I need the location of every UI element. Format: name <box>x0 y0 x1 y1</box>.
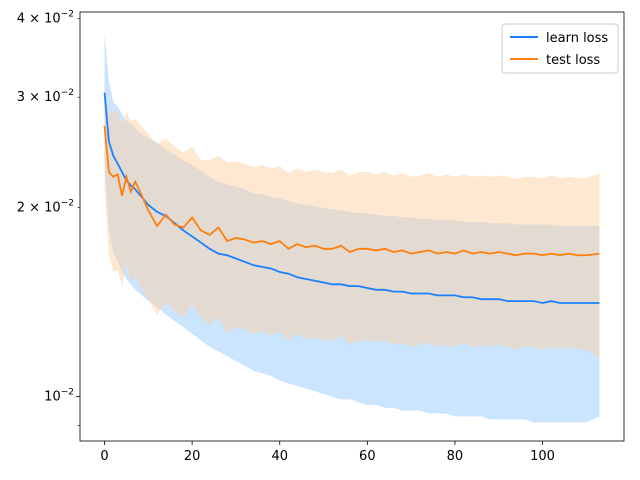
legend-label: test loss <box>546 53 600 68</box>
y-minor-tick-label: 2 × 10−2 <box>17 199 74 216</box>
line-learn-loss <box>103 92 600 304</box>
y-minor-tick-label: 4 × 10−2 <box>17 10 74 27</box>
x-tick-label: 0 <box>100 449 108 464</box>
x-tick-label: 60 <box>359 449 376 464</box>
x-tick-label: 20 <box>184 449 201 464</box>
band-test-loss <box>104 81 600 359</box>
band-learn-loss <box>104 34 600 423</box>
x-tick-label: 80 <box>447 449 464 464</box>
x-tick-label: 100 <box>530 449 555 464</box>
x-tick-label: 40 <box>271 449 288 464</box>
y-tick-label: 10−2 <box>44 388 74 405</box>
axes: 0 20 40 60 80 100 10−2 2 × 10−2 3 × 10−2 4 × 10−2 <box>17 10 625 464</box>
legend: learn loss test loss <box>501 23 619 74</box>
y-minor-tick-label: 3 × 10−2 <box>17 88 74 105</box>
axes-frame <box>79 11 625 442</box>
legend-label: learn loss <box>546 31 608 46</box>
line-test-loss <box>103 125 600 257</box>
plot-area <box>103 34 600 423</box>
